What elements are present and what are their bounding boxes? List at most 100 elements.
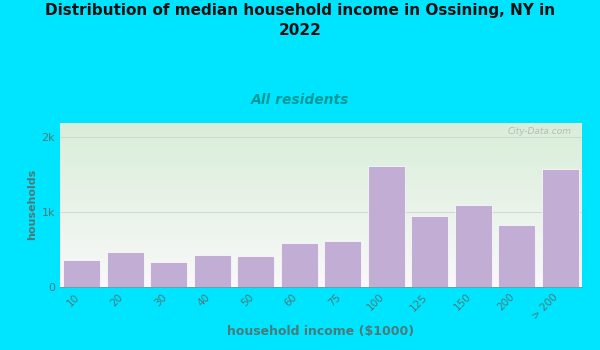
- Bar: [60, 260, 582, 261]
- Bar: [60, 251, 582, 252]
- Bar: [60, 248, 582, 249]
- Bar: [60, 265, 582, 266]
- Bar: [60, 189, 582, 190]
- Bar: [60, 129, 582, 130]
- Bar: [60, 186, 582, 187]
- Bar: [60, 141, 582, 142]
- Bar: [60, 227, 582, 228]
- Bar: [60, 225, 582, 226]
- Bar: [60, 167, 582, 168]
- Bar: [107, 252, 144, 287]
- Bar: [455, 205, 492, 287]
- Bar: [60, 150, 582, 151]
- Bar: [60, 215, 582, 216]
- Bar: [60, 188, 582, 189]
- Bar: [60, 253, 582, 254]
- Bar: [60, 165, 582, 166]
- Text: All residents: All residents: [251, 93, 349, 107]
- Bar: [60, 205, 582, 206]
- Bar: [60, 202, 582, 203]
- Bar: [60, 171, 582, 172]
- Bar: [60, 259, 582, 260]
- Bar: [60, 226, 582, 227]
- Bar: [60, 280, 582, 281]
- Bar: [60, 273, 582, 274]
- Bar: [60, 218, 582, 219]
- Bar: [60, 233, 582, 235]
- Bar: [60, 176, 582, 177]
- Bar: [60, 173, 582, 174]
- Bar: [60, 151, 582, 152]
- Bar: [60, 244, 582, 245]
- Bar: [60, 199, 582, 200]
- Bar: [60, 139, 582, 140]
- Bar: [60, 213, 582, 214]
- Bar: [60, 132, 582, 133]
- Bar: [60, 283, 582, 284]
- Bar: [60, 125, 582, 126]
- Bar: [60, 185, 582, 186]
- Bar: [60, 228, 582, 229]
- Bar: [60, 138, 582, 139]
- Bar: [60, 207, 582, 208]
- Bar: [60, 221, 582, 222]
- Bar: [60, 269, 582, 270]
- Bar: [60, 246, 582, 247]
- Bar: [60, 155, 582, 156]
- Bar: [60, 170, 582, 171]
- Bar: [498, 225, 535, 287]
- Bar: [60, 156, 582, 157]
- Bar: [368, 166, 405, 287]
- Bar: [60, 195, 582, 196]
- Bar: [60, 178, 582, 179]
- Bar: [60, 135, 582, 136]
- Bar: [60, 164, 582, 165]
- Bar: [60, 284, 582, 285]
- Bar: [60, 270, 582, 271]
- Bar: [281, 243, 318, 287]
- Bar: [60, 209, 582, 210]
- Bar: [60, 203, 582, 204]
- Bar: [60, 187, 582, 188]
- Text: City-Data.com: City-Data.com: [508, 127, 572, 136]
- Bar: [60, 144, 582, 145]
- Bar: [194, 255, 231, 287]
- Bar: [60, 194, 582, 195]
- Bar: [60, 137, 582, 138]
- Bar: [60, 238, 582, 239]
- Bar: [60, 177, 582, 178]
- Bar: [60, 232, 582, 233]
- Bar: [60, 281, 582, 282]
- Bar: [60, 262, 582, 263]
- Bar: [60, 161, 582, 162]
- Bar: [60, 271, 582, 272]
- Bar: [60, 143, 582, 144]
- Bar: [237, 256, 274, 287]
- Bar: [60, 235, 582, 236]
- Bar: [60, 223, 582, 224]
- Bar: [60, 179, 582, 180]
- Bar: [60, 224, 582, 225]
- Bar: [60, 148, 582, 149]
- Bar: [60, 243, 582, 244]
- Bar: [60, 128, 582, 129]
- Bar: [60, 275, 582, 276]
- Bar: [60, 222, 582, 223]
- Bar: [60, 145, 582, 146]
- Bar: [60, 254, 582, 255]
- Bar: [60, 162, 582, 163]
- Bar: [60, 131, 582, 132]
- Bar: [60, 219, 582, 220]
- Bar: [60, 136, 582, 137]
- Bar: [60, 204, 582, 205]
- Bar: [60, 160, 582, 161]
- Bar: [60, 140, 582, 141]
- Bar: [60, 190, 582, 191]
- Bar: [60, 264, 582, 265]
- Bar: [60, 198, 582, 199]
- Bar: [60, 220, 582, 221]
- Bar: [60, 231, 582, 232]
- Bar: [60, 127, 582, 128]
- Bar: [60, 211, 582, 212]
- Bar: [60, 247, 582, 248]
